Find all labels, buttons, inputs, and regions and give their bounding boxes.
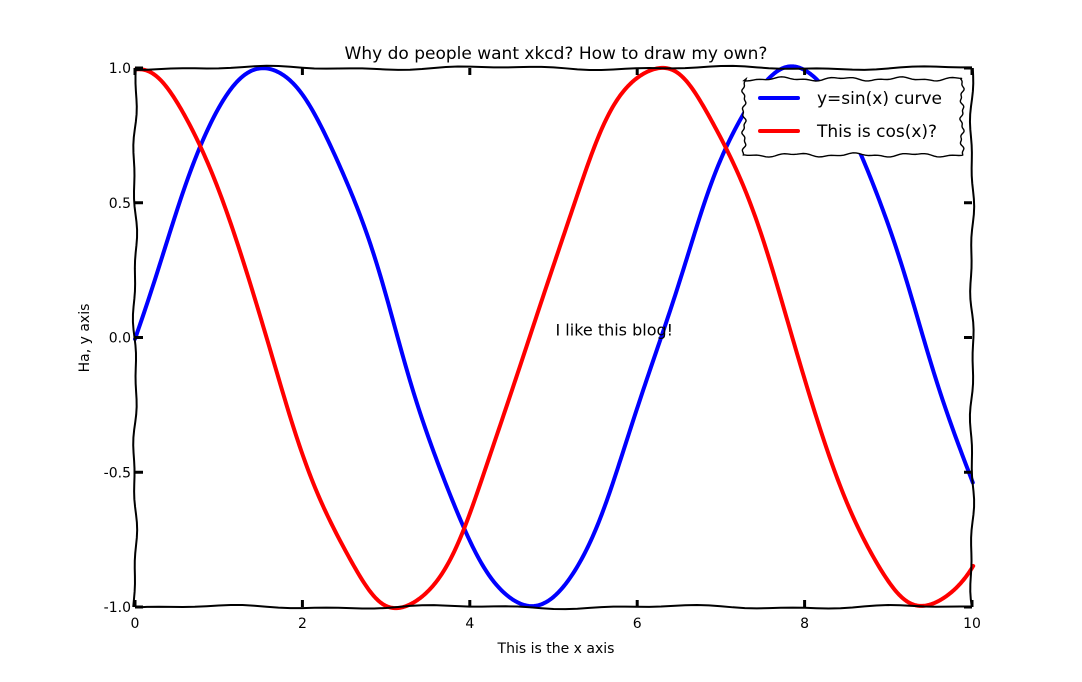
x-tick-label: 6 — [633, 616, 642, 632]
y-tick-label: 0.5 — [109, 196, 131, 212]
y-tick-label: -1.0 — [104, 600, 131, 616]
ticks-layer: 0 2 4 6 8 10 -1.0 -0.5 0.0 0.5 1.0 — [104, 61, 981, 632]
legend-label-sin: y=sin(x) curve — [817, 89, 942, 109]
series-line-cos — [134, 65, 976, 611]
spine-bottom — [134, 603, 973, 611]
chart-title: Why do people want xkcd? How to draw my … — [345, 44, 768, 64]
x-tick-label: 2 — [298, 616, 307, 632]
x-tick-label: 8 — [800, 616, 809, 632]
x-tick-label: 4 — [465, 616, 474, 632]
spine-right — [968, 67, 976, 608]
y-axis-label: Ha, y axis — [77, 304, 93, 373]
x-axis-label: This is the x axis — [497, 641, 615, 657]
spine-left — [131, 67, 139, 608]
y-tick-label: -0.5 — [104, 465, 131, 481]
annotation-text: I like this blog! — [556, 321, 674, 340]
legend-label-cos: This is cos(x)? — [816, 122, 937, 142]
legend: y=sin(x) curve This is cos(x)? — [741, 76, 965, 158]
x-tick-label: 10 — [963, 616, 981, 632]
text-layer: Why do people want xkcd? How to draw my … — [77, 44, 767, 657]
y-tick-label: 0.0 — [109, 331, 131, 347]
spine-top — [134, 64, 973, 72]
x-tick-label: 0 — [131, 616, 140, 632]
frame-layer — [131, 64, 976, 611]
y-tick-label: 1.0 — [109, 61, 131, 77]
